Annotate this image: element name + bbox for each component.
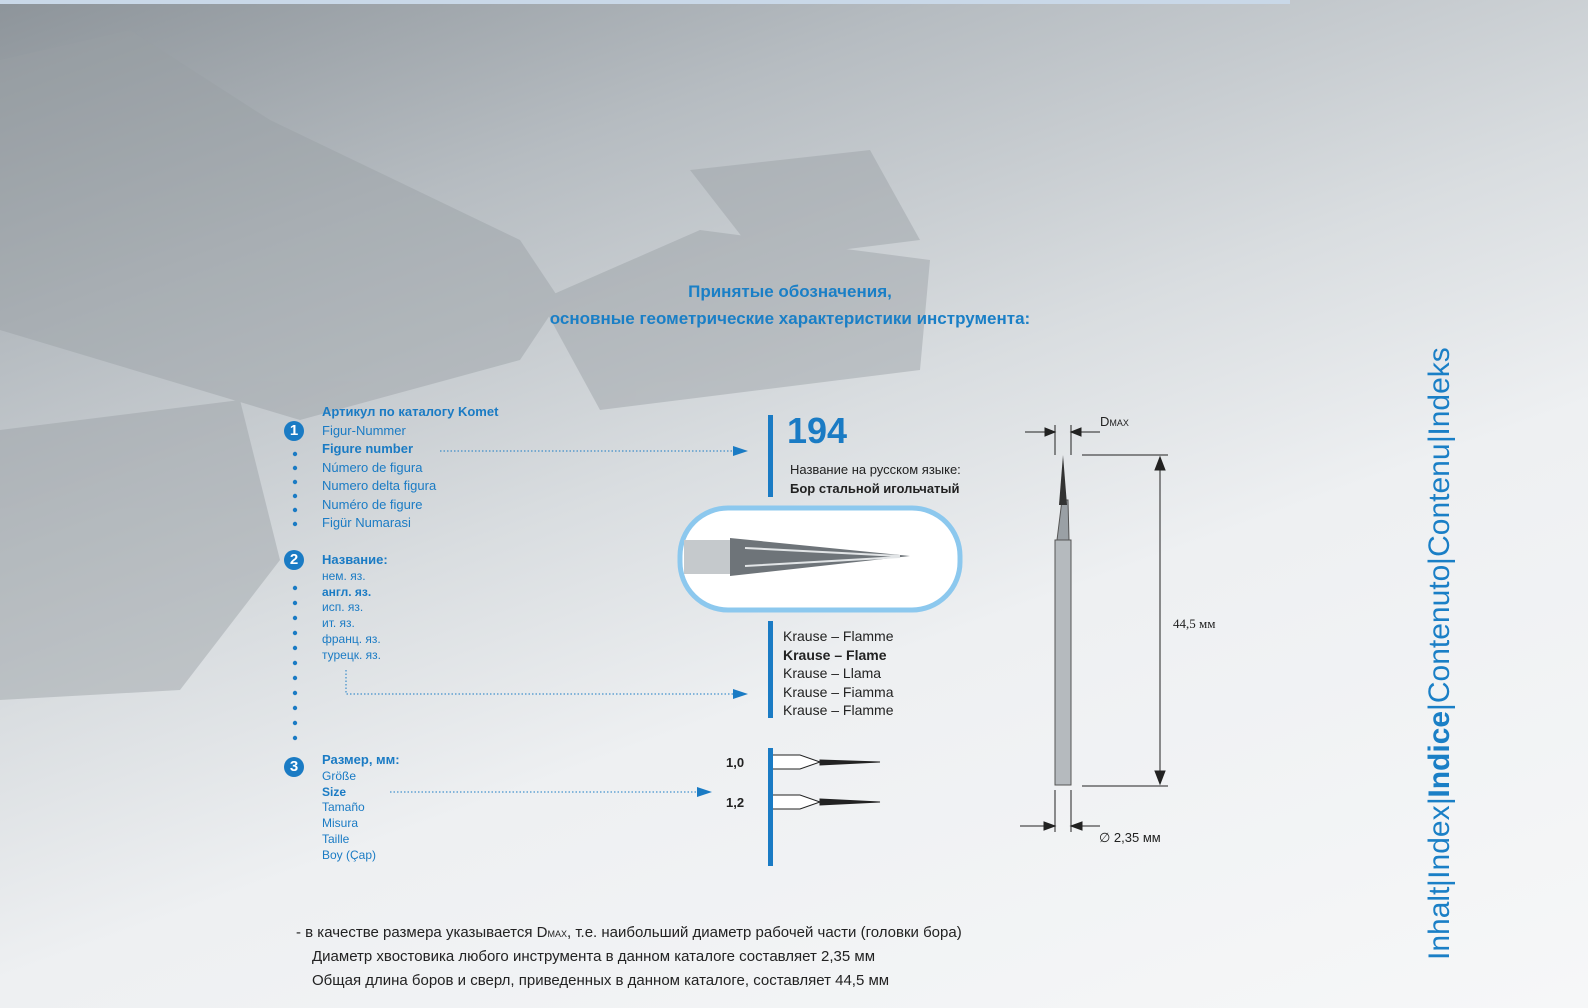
name: Krause – Flamme	[783, 702, 894, 718]
nav-item[interactable]: Indice	[1423, 710, 1456, 798]
technical-bur	[1020, 425, 1168, 832]
nav-separator: |	[1423, 703, 1456, 711]
dot-column	[292, 451, 298, 741]
nav-item[interactable]: Contenu	[1423, 443, 1456, 557]
nav-item[interactable]: Contenuto	[1423, 564, 1456, 704]
blue-bars	[768, 415, 773, 866]
bur-photo-content	[684, 538, 910, 576]
section-item: англ. яз.	[322, 584, 372, 599]
russian-name: Бор стальной игольчатый	[790, 481, 960, 496]
name: Krause – Flame	[783, 646, 887, 663]
figure-number: 194	[787, 410, 848, 451]
nav-separator: |	[1423, 556, 1456, 565]
size: 1,2	[726, 795, 745, 810]
section-items: Figur-Nummer Figure number Número de figur…	[322, 423, 436, 534]
note-sub: MAX	[547, 929, 567, 939]
note: - в качестве размера указывается DMAX, т…	[296, 924, 962, 941]
section-heading: Артикул по каталогу Komet	[322, 404, 499, 419]
nav-item[interactable]: Inhalt	[1423, 886, 1456, 960]
section-item: турецк. яз.	[322, 647, 381, 662]
section-item: франц. яз.	[322, 631, 381, 646]
section-item: Tamaño	[322, 800, 365, 815]
note-text: , т.е. наибольший диаметр рабочей части …	[567, 924, 962, 941]
diameter-label: ∅ 2,35 мм	[1099, 830, 1161, 845]
title: Принятые обозначения,	[688, 282, 892, 301]
name: Krause – Flamme	[783, 628, 894, 644]
nav-item[interactable]: Index	[1423, 805, 1456, 879]
section-number: 2	[284, 550, 304, 570]
section-item: ит. яз.	[322, 616, 355, 631]
nav-item[interactable]: Indeks	[1423, 347, 1456, 436]
length-label: 44,5 мм	[1173, 616, 1216, 631]
nav-separator: |	[1423, 435, 1456, 444]
section-item: Figure number	[322, 441, 414, 456]
section-items: нем. яз. англ. яз. исп. яз. ит. яз. франц. я…	[322, 568, 381, 663]
pointer-lines	[345, 450, 735, 793]
section-item: Figur-Nummer	[322, 422, 406, 438]
section-item: Figür Numarasi	[322, 515, 411, 530]
section-item: Größe	[322, 768, 357, 783]
size: 1,0	[726, 755, 745, 770]
section-item: Misura	[322, 816, 359, 831]
section-item: Número de figura	[322, 459, 423, 475]
names: Krause – Flamme Krause – Flame Krause – Ll…	[783, 627, 893, 720]
section-heading: Название:	[322, 552, 388, 567]
nav-separator: |	[1423, 878, 1456, 887]
section-heading: Размер, мм:	[322, 752, 400, 767]
section-items: Größe Size Tamaño Misura Taille Boy (Çap)	[322, 768, 376, 863]
section-number: 1	[284, 421, 304, 441]
section-number: 3	[284, 757, 304, 777]
section-item: исп. яз.	[322, 600, 364, 615]
title: основные геометрические характеристики и…	[549, 309, 1031, 328]
russian-label: Название на русском языке:	[790, 462, 961, 477]
dmax-label: DMAX	[1100, 414, 1129, 429]
name: Krause – Llama	[783, 665, 882, 681]
section-item: нем. яз.	[322, 568, 366, 583]
section-item: Taille	[322, 831, 350, 846]
note: Диаметр хвостовика любого инструмента в …	[312, 948, 876, 965]
dmax-sub: MAX	[1109, 418, 1129, 428]
name: Krause – Fiamma	[783, 683, 894, 700]
section-item: Size	[322, 784, 347, 799]
note: Общая длина боров и сверл, приведенных в…	[312, 972, 890, 989]
section-item: Numéro de figure	[322, 496, 423, 512]
background-buildings	[0, 30, 930, 700]
size-burs	[773, 754, 881, 810]
note-text: - в качестве размера указывается D	[296, 924, 548, 941]
nav-separator: |	[1423, 797, 1456, 806]
section-item: Boy (Çap)	[322, 847, 377, 862]
top-rule	[0, 0, 1290, 4]
arrowheads	[697, 446, 748, 797]
section-item: Numero delta figura	[322, 478, 437, 493]
nav: Inhalt|Index|Indice|Contenuto|Contenu|In…	[1423, 40, 1457, 960]
